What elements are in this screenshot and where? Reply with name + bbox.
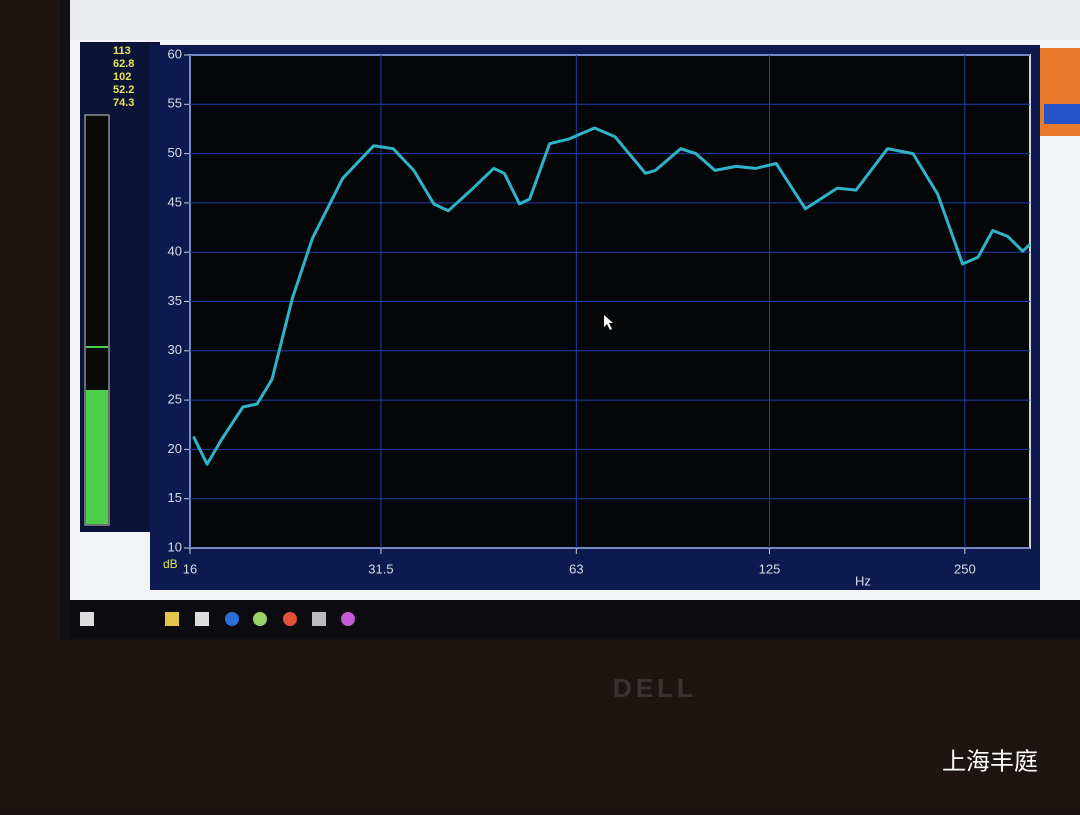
- y-axis-label: dB: [163, 557, 178, 571]
- taskbar: [70, 600, 1080, 638]
- app-icon: [253, 612, 267, 626]
- x-tick-label: 250: [954, 561, 976, 576]
- response-curve: [192, 126, 1032, 466]
- x-tick-label: 31.5: [368, 561, 393, 576]
- app-icon: [195, 612, 209, 626]
- x-tick-label: 16: [183, 561, 197, 576]
- meter-reading: 52.2: [113, 84, 134, 96]
- x-tick-label: 63: [569, 561, 583, 576]
- y-tick-label: 30: [168, 342, 182, 357]
- y-tick-label: 55: [168, 96, 182, 111]
- start-icon: [80, 612, 94, 626]
- app-icon: [225, 612, 239, 626]
- meter-reading: 113: [113, 45, 131, 57]
- y-tick-label: 15: [168, 490, 182, 505]
- app-icon: [165, 612, 179, 626]
- y-tick-label: 40: [168, 244, 182, 259]
- side-meter-level: [1044, 104, 1080, 124]
- y-tick-label: 20: [168, 441, 182, 456]
- y-tick-label: 10: [168, 539, 182, 554]
- x-axis-label: Hz: [855, 573, 871, 588]
- meter-reading: 102: [113, 71, 131, 83]
- app-icon[interactable]: [341, 612, 355, 626]
- app-icon[interactable]: [312, 612, 326, 626]
- meter-level: [86, 390, 108, 524]
- app-icon[interactable]: [283, 612, 297, 626]
- plot: 10 15 20 25 30 35 40 45 50 55 60 16 31.5 63 125 250: [168, 46, 1032, 576]
- cursor: [604, 315, 613, 330]
- x-tick-label: 125: [759, 561, 781, 576]
- y-tick-label: 45: [168, 194, 182, 209]
- meter-reading: 74.3: [113, 97, 134, 109]
- taskbar-icons: [80, 612, 355, 626]
- window-header: [70, 0, 1080, 40]
- y-tick-label: 60: [168, 46, 182, 61]
- y-tick-label: 50: [168, 145, 182, 160]
- y-tick-label: 35: [168, 293, 182, 308]
- meter-reading: 62.8: [113, 58, 134, 70]
- watermark: 上海丰庭: [942, 748, 1038, 775]
- brand-logo: DELL: [613, 673, 697, 703]
- y-tick-label: 25: [168, 392, 182, 407]
